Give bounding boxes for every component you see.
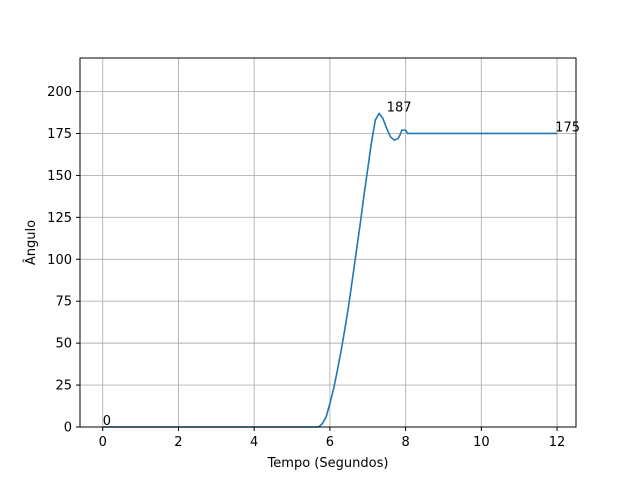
y-axis-label: Ângulo: [23, 220, 39, 265]
y-tick-label: 175: [47, 127, 72, 142]
x-tick-label: 10: [473, 435, 490, 450]
series-line: [102, 112, 558, 428]
y-tick-label: 75: [55, 295, 72, 310]
annotation-label: 175: [555, 120, 580, 135]
x-axis-label: Tempo (Segundos): [267, 456, 389, 471]
plot-frame: [79, 57, 577, 428]
x-tick-label: 8: [401, 435, 409, 450]
y-tick-label: 150: [47, 169, 72, 184]
annotation-label: 187: [387, 100, 412, 115]
y-tick-label: 0: [64, 421, 72, 436]
y-tick-label: 125: [47, 211, 72, 226]
x-tick-label: 0: [99, 435, 107, 450]
x-tick-label: 4: [250, 435, 258, 450]
annotation-label: 0: [103, 414, 111, 429]
y-tick-label: 25: [55, 379, 72, 394]
y-tick-label: 200: [47, 85, 72, 100]
axis-ticks: 0 2 4 6 8 10 12 0 25 50 75 100 125 150 175 200: [47, 85, 565, 450]
y-tick-label: 50: [55, 337, 72, 352]
x-tick-label: 6: [326, 435, 334, 450]
x-tick-label: 12: [549, 435, 566, 450]
x-tick-label: 2: [174, 435, 182, 450]
annotations: 0 187 175: [103, 100, 580, 429]
y-tick-label: 100: [47, 253, 72, 268]
grid: [80, 58, 576, 428]
